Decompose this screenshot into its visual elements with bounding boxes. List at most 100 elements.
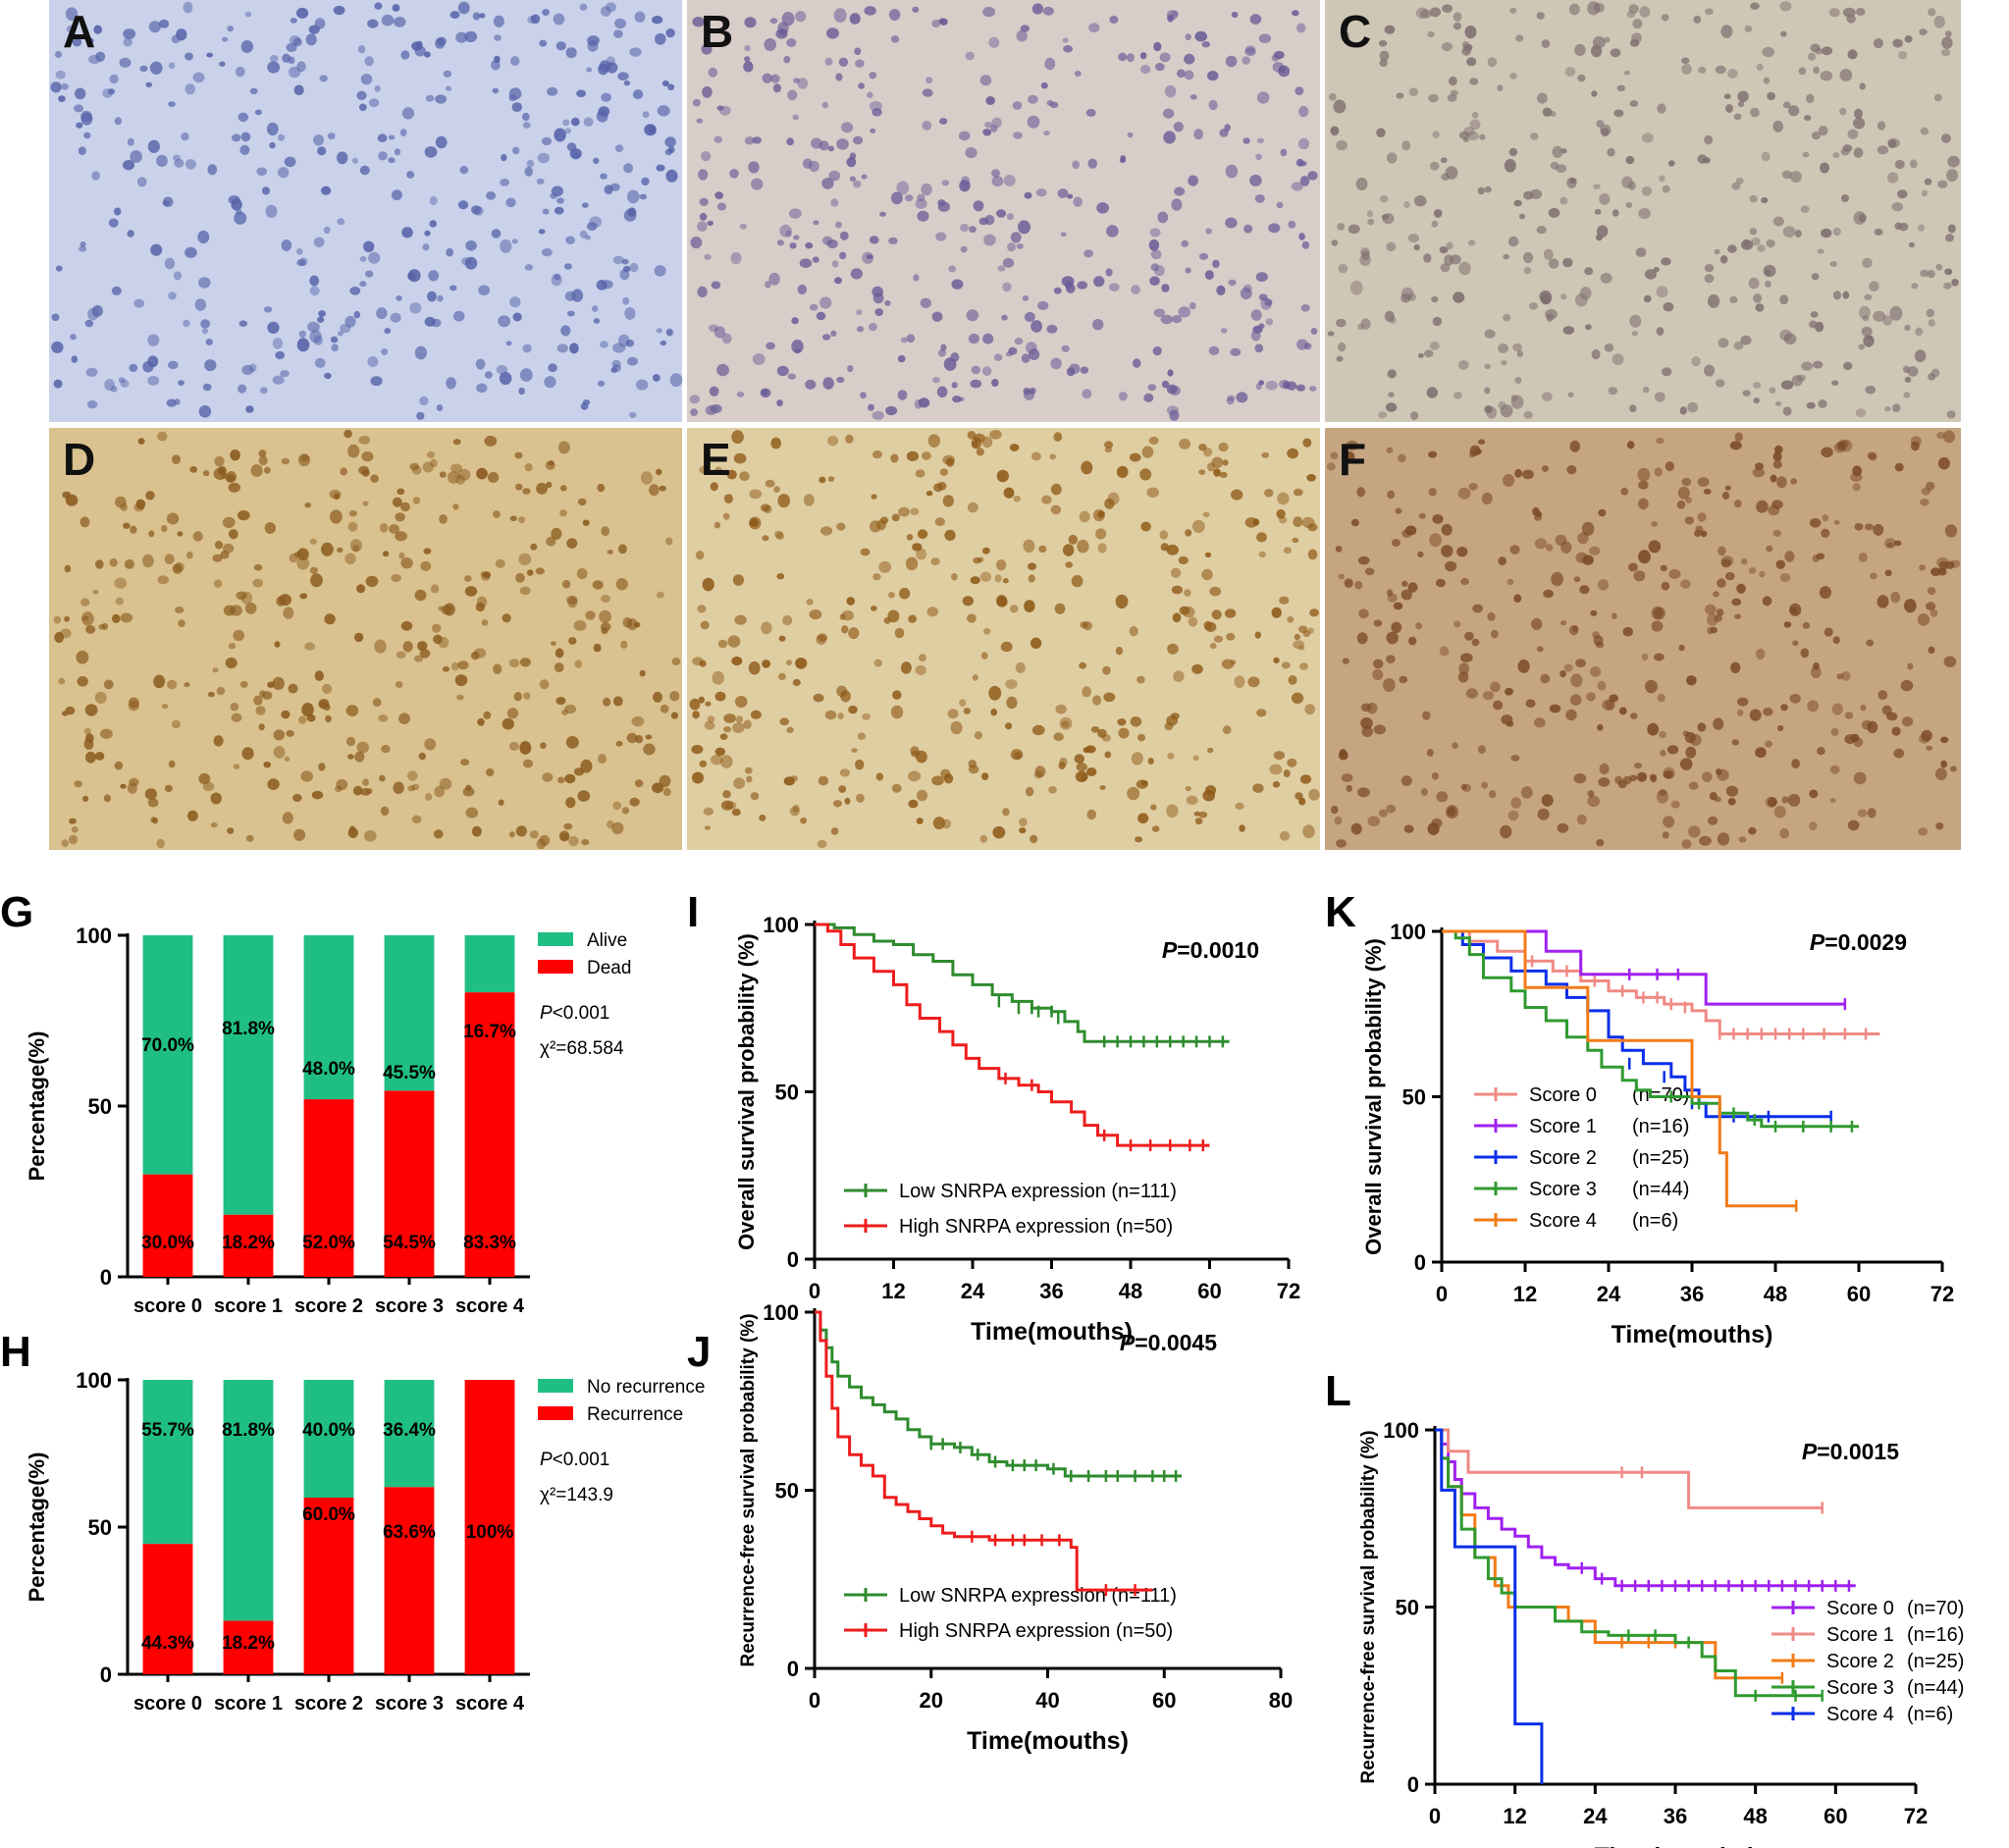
km-curve-score-3 xyxy=(1435,1428,1823,1698)
x-tick-label: score 0 xyxy=(133,1693,202,1715)
y-tick-label: 0 xyxy=(100,1265,112,1290)
bar-dead xyxy=(384,1090,435,1277)
km-curve-score-4 xyxy=(1435,1428,1544,1784)
data-label: 30.0% xyxy=(141,1233,194,1253)
panel-letter-C: C xyxy=(1339,6,1371,57)
legend-n: (n=25) xyxy=(1907,1651,1964,1672)
x-tick-label: 36 xyxy=(1664,1804,1687,1828)
x-tick-label: score 4 xyxy=(455,1693,525,1715)
panel-letter-B: B xyxy=(701,6,733,57)
legend-label: Recurrence xyxy=(587,1404,683,1425)
x-tick-label: 60 xyxy=(1152,1688,1176,1713)
legend-n: (n=25) xyxy=(1632,1147,1689,1169)
x-tick-label: 0 xyxy=(1436,1282,1448,1306)
x-tick-label: 24 xyxy=(1597,1282,1621,1306)
x-tick-label: 48 xyxy=(1764,1282,1787,1306)
x-tick-label: score 1 xyxy=(214,1295,283,1317)
bar-alive xyxy=(384,935,435,1091)
x-axis-title: Time(mouths) xyxy=(1612,1321,1773,1348)
legend-label: Low SNRPA expression (n=111) xyxy=(899,1181,1177,1202)
x-tick-label: 72 xyxy=(1930,1282,1954,1306)
legend-label: Score 4 xyxy=(1529,1210,1597,1232)
data-label: 18.2% xyxy=(222,1233,275,1253)
y-tick-label: 100 xyxy=(76,924,112,948)
legend-label: Score 1 xyxy=(1826,1624,1894,1646)
bar-alive xyxy=(223,935,274,1215)
y-axis-title: Overall survival probability (%) xyxy=(1361,938,1386,1255)
y-axis-title: Percentage(%) xyxy=(25,1031,49,1182)
legend-label: High SNRPA expression (n=50) xyxy=(899,1620,1173,1642)
y-tick-label: 0 xyxy=(100,1663,112,1687)
panel-L-km-curve: L 0 50 100 0 12 24 36 48 60 72 Time(mouths) Recurren… xyxy=(1325,1367,1964,1848)
micrograph-nuclei xyxy=(50,1,683,420)
legend-n: (n=6) xyxy=(1907,1704,1953,1725)
legend-label: Score 0 xyxy=(1529,1084,1597,1106)
x-tick-label: 60 xyxy=(1824,1804,1847,1828)
km-curve-low-snrpa-expression-n-111- xyxy=(815,923,1230,1043)
p-value: P<0.001 xyxy=(540,1450,609,1470)
bar-alive xyxy=(464,935,515,993)
km-curve-score-3 xyxy=(1442,929,1859,1129)
x-tick-label: 80 xyxy=(1269,1688,1293,1713)
data-label: 81.8% xyxy=(222,1019,275,1039)
km-curve-score-0 xyxy=(1442,929,1880,1035)
km-curve-score-1 xyxy=(1435,1428,1823,1509)
y-tick-label: 0 xyxy=(1414,1250,1426,1275)
p-value: P=0.0010 xyxy=(1162,937,1259,963)
y-tick-label: 50 xyxy=(1396,1596,1419,1620)
legend-label: Score 0 xyxy=(1826,1598,1894,1619)
legend-swatch xyxy=(538,932,573,946)
y-tick-label: 50 xyxy=(775,1479,799,1504)
x-tick-label: 12 xyxy=(1513,1282,1537,1306)
data-label: 44.3% xyxy=(141,1633,194,1654)
legend-n: (n=44) xyxy=(1907,1677,1964,1699)
micrograph-nuclei xyxy=(689,430,1320,849)
chi-square: χ²=143.9 xyxy=(540,1485,613,1505)
bar-recurrence xyxy=(303,1498,354,1674)
p-value: P=0.0029 xyxy=(1810,929,1907,955)
bar-recurrence xyxy=(142,1544,193,1674)
km-curve-low-snrpa-expression-n-111- xyxy=(815,1310,1183,1478)
data-label: 60.0% xyxy=(302,1505,355,1525)
x-tick-label: 48 xyxy=(1743,1804,1767,1828)
data-label: 48.0% xyxy=(302,1059,355,1080)
x-axis-title: Time(mouths) xyxy=(971,1318,1133,1346)
km-curve-score-2 xyxy=(1435,1428,1782,1680)
micrograph-nuclei xyxy=(53,429,681,850)
bar-recurrence xyxy=(384,1487,435,1674)
micrograph-B: B xyxy=(687,0,1320,422)
panel-letter-L: L xyxy=(1325,1367,1351,1415)
data-label: 70.0% xyxy=(141,1035,194,1056)
x-tick-label: 36 xyxy=(1039,1279,1063,1303)
chi-square: χ²=68.584 xyxy=(540,1038,624,1059)
x-tick-label: 24 xyxy=(1583,1804,1608,1828)
panel-G-stacked-bar-chart: G 0 50 100 Percentage(%) score 0 70.0% 30.0% sco… xyxy=(0,888,631,1317)
bar-recurrence xyxy=(223,1620,274,1674)
x-tick-label: 48 xyxy=(1119,1279,1142,1303)
panel-letter-G: G xyxy=(0,888,33,936)
x-tick-label: score 2 xyxy=(294,1295,363,1317)
legend-n: (n=16) xyxy=(1632,1116,1689,1137)
y-tick-label: 50 xyxy=(775,1081,799,1105)
micrograph-nuclei xyxy=(1327,430,1961,849)
y-axis-title: Recurrence-free survival probability (%) xyxy=(1358,1430,1379,1783)
x-tick-label: 60 xyxy=(1197,1279,1221,1303)
panel-letter-H: H xyxy=(0,1328,31,1376)
data-label: 16.7% xyxy=(463,1022,516,1042)
panel-letter-D: D xyxy=(63,434,95,485)
legend-n: (n=6) xyxy=(1632,1210,1678,1232)
y-tick-label: 50 xyxy=(1402,1085,1426,1110)
bar-alive xyxy=(142,935,193,1175)
x-tick-label: 0 xyxy=(809,1688,820,1713)
panel-letter-J: J xyxy=(687,1328,711,1376)
p-value: P<0.001 xyxy=(540,1003,609,1024)
bar-dead xyxy=(142,1174,193,1277)
legend-label: Score 1 xyxy=(1529,1116,1597,1137)
data-label: 18.2% xyxy=(222,1633,275,1654)
bar-dead xyxy=(464,992,515,1277)
x-tick-label: 72 xyxy=(1904,1804,1928,1828)
p-value: P=0.0015 xyxy=(1802,1439,1899,1464)
x-tick-label: score 1 xyxy=(214,1693,283,1715)
data-label: 81.8% xyxy=(222,1420,275,1441)
